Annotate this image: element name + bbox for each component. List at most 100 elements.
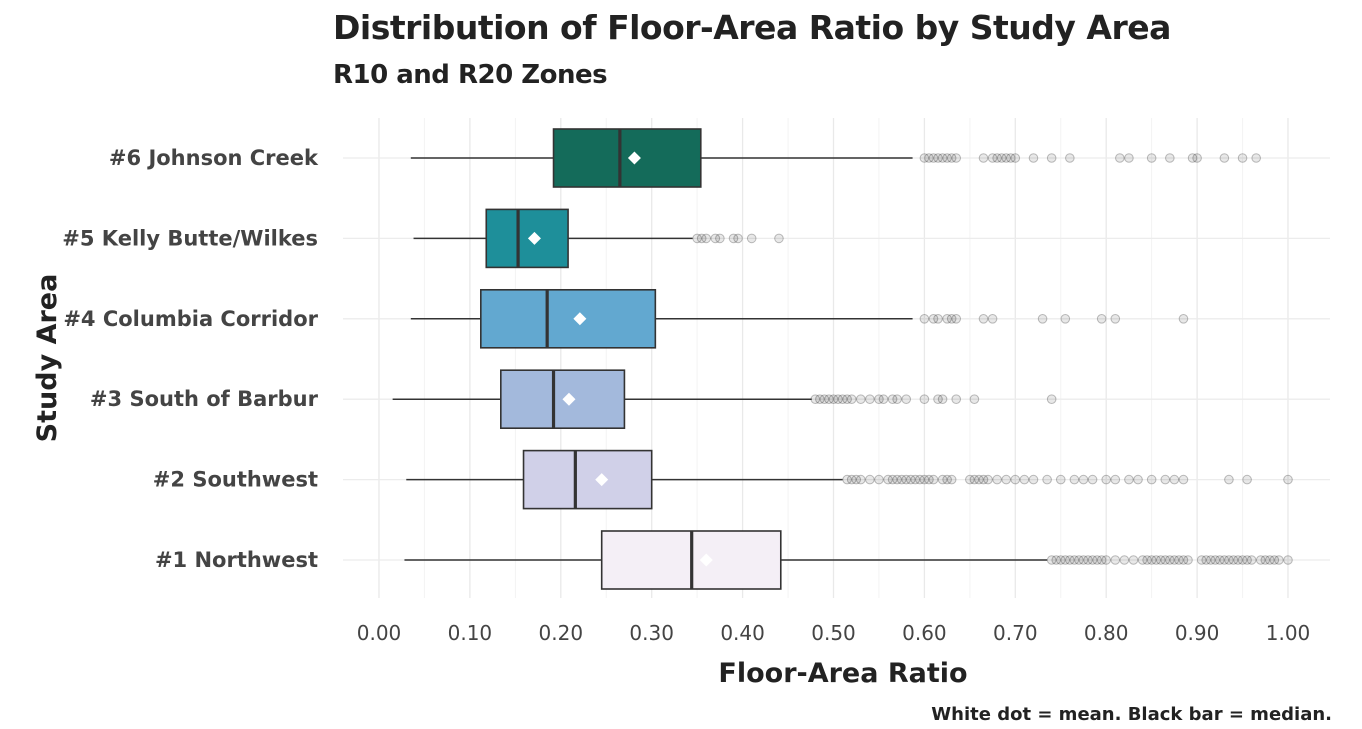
outlier-point [774,233,784,244]
outlier-point [933,153,943,163]
outlier-point [878,394,889,405]
outlier-point [892,394,902,405]
outlier-point [915,474,925,485]
outlier-point [1178,314,1189,324]
outlier-point [1110,555,1121,565]
outlier-point [933,394,943,405]
outlier-point [1110,314,1121,324]
outlier-point [692,233,702,244]
outlier-point [1228,555,1239,565]
outlier-point [965,474,975,485]
outlier-point [1074,555,1084,565]
outlier-point [1160,555,1171,565]
outlier-point [1160,474,1171,485]
outlier-point [1151,555,1161,565]
iqr-box [480,288,657,349]
outlier-point [1133,474,1143,485]
outlier-point [837,394,848,405]
outlier-point [892,474,902,485]
outlier-point [992,153,1002,163]
outlier-point [1037,314,1048,324]
outlier-point [919,394,930,405]
outlier-point [710,233,721,244]
outlier-point [1001,153,1012,163]
outlier-point [969,474,980,485]
outlier-point [1187,153,1198,163]
x-tick-label: 0.40 [720,621,765,645]
outlier-point [1137,555,1148,565]
outlier-point [910,474,921,485]
outlier-point [1028,153,1039,163]
outlier-point [1087,474,1098,485]
outlier-point [842,394,852,405]
outlier-point [1055,474,1066,485]
outlier-point [1010,153,1021,163]
outlier-point [946,153,957,163]
outlier-point [919,153,930,163]
outlier-point [1169,474,1180,485]
box-series [392,128,1293,590]
x-tick-label: 0.90 [1175,621,1220,645]
outlier-point [942,314,952,324]
outlier-point [1274,555,1284,565]
x-tick-label: 0.80 [1084,621,1129,645]
outlier-point [883,474,893,485]
box-group [392,369,1057,430]
outlier-point [951,153,962,163]
box-group [404,530,1293,590]
mean-marker [699,553,713,567]
outlier-point [1060,555,1071,565]
outlier-point [733,233,743,244]
outlier-point [942,153,952,163]
outlier-point [887,474,898,485]
outlier-point [865,394,875,405]
outlier-point [924,474,934,485]
outlier-point [842,474,852,485]
outlier-point [1242,555,1252,565]
iqr-box [522,449,653,510]
x-tick-label: 0.00 [357,621,402,645]
outlier-point [1237,153,1248,163]
mean-marker [527,231,541,245]
outlier-point [987,314,998,324]
outlier-point [1124,474,1134,485]
outlier-point [974,474,984,485]
outlier-point [1146,555,1157,565]
x-axis-title: Floor-Area Ratio [718,658,967,689]
outlier-point [1010,474,1021,485]
outlier-point [928,314,939,324]
outlier-point [1087,555,1098,565]
outlier-point [1183,555,1193,565]
outlier-point [901,394,912,405]
y-tick-label: #1 Northwest [155,548,318,572]
outlier-point [1069,555,1080,565]
outlier-point [1101,555,1111,565]
outlier-point [1192,153,1202,163]
outlier-point [1201,555,1211,565]
outlier-point [937,394,948,405]
outlier-point [701,233,712,244]
outlier-point [978,153,989,163]
outlier-point [1060,314,1071,324]
outlier-point [942,474,952,485]
outlier-point [1119,555,1130,565]
outlier-point [833,394,843,405]
outlier-point [1260,555,1271,565]
outlier-point [1269,555,1280,565]
x-tick-label: 0.10 [448,621,493,645]
outlier-point [855,474,866,485]
outlier-point [924,153,934,163]
outlier-point [1078,474,1089,485]
iqr-box [485,208,569,269]
outlier-point [996,153,1007,163]
y-tick-label: #5 Kelly Butte/Wilkes [62,226,318,250]
outlier-point [1178,555,1189,565]
mean-marker [627,151,641,165]
outlier-point [1178,474,1189,485]
box-group [406,449,1293,510]
x-tick-label: 1.00 [1266,621,1311,645]
outlier-point [969,394,980,405]
outlier-point [951,394,962,405]
y-tick-label: #4 Columbia Corridor [63,307,318,331]
